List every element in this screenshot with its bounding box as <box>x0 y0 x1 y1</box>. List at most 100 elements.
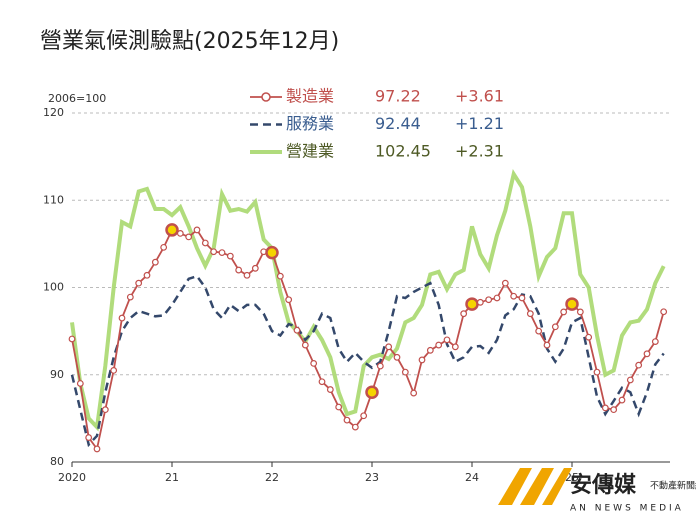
marker <box>618 396 626 404</box>
marker <box>476 298 484 306</box>
marker <box>426 346 434 354</box>
marker <box>560 308 568 316</box>
legend-value: 102.45 <box>375 142 431 161</box>
highlight-marker <box>365 385 379 399</box>
legend-change: +3.61 <box>455 87 504 106</box>
x-tick-label: 24 <box>465 471 479 484</box>
legend-change: +1.21 <box>455 114 504 133</box>
marker <box>626 376 634 384</box>
marker <box>68 335 76 343</box>
marker <box>526 310 534 318</box>
logo-brand: 安傳媒 <box>570 472 637 498</box>
marker <box>301 341 309 349</box>
marker <box>485 296 493 304</box>
y-tick-label: 90 <box>50 368 64 381</box>
marker <box>201 239 209 247</box>
logo-sub: 不動產新聞網 <box>650 480 696 492</box>
marker <box>176 230 184 237</box>
marker <box>335 403 343 411</box>
marker <box>435 341 443 349</box>
legend-label: 製造業 <box>286 87 334 106</box>
series-line <box>71 228 665 452</box>
marker <box>210 248 218 256</box>
y-tick-label: 80 <box>50 455 64 468</box>
x-tick-label: 22 <box>265 471 279 484</box>
marker <box>243 271 251 279</box>
marker <box>293 326 301 334</box>
x-tick-label: 2020 <box>58 471 86 484</box>
marker <box>160 243 168 251</box>
marker <box>151 258 159 266</box>
marker <box>460 310 468 318</box>
x-tick-label: 23 <box>365 471 379 484</box>
marker <box>343 416 351 424</box>
highlight-marker <box>165 223 179 237</box>
legend-value: 92.44 <box>375 114 421 133</box>
marker <box>185 233 193 241</box>
marker <box>310 360 318 367</box>
marker <box>135 279 143 287</box>
marker <box>543 341 551 349</box>
marker <box>585 333 593 341</box>
marker <box>101 406 109 414</box>
marker <box>93 445 101 453</box>
marker <box>610 406 618 414</box>
marker <box>326 386 334 393</box>
marker <box>643 350 651 358</box>
marker <box>501 279 509 287</box>
x-tick-label: 21 <box>165 471 179 484</box>
y-tick-label: 110 <box>43 193 64 206</box>
marker <box>593 368 601 376</box>
marker <box>651 338 659 345</box>
marker <box>218 249 226 257</box>
legend-change: +2.31 <box>455 142 504 161</box>
series-line <box>70 168 666 432</box>
marker <box>518 294 526 302</box>
marker <box>393 353 401 361</box>
marker <box>401 368 409 376</box>
marker <box>351 423 359 431</box>
logo-english: AN NEWS MEDIA <box>570 504 684 514</box>
marker <box>510 292 518 300</box>
highlight-marker <box>565 297 579 311</box>
marker <box>635 361 643 369</box>
marker <box>235 266 243 274</box>
marker <box>251 264 259 272</box>
y-tick-label: 100 <box>43 281 64 294</box>
marker <box>143 271 151 279</box>
marker <box>601 404 609 412</box>
marker <box>535 327 543 335</box>
legend-label: 服務業 <box>286 114 334 133</box>
marker <box>226 252 234 260</box>
marker <box>660 308 668 316</box>
series-line <box>70 274 665 448</box>
logo: 安傳媒 不動產新聞網 AN NEWS MEDIA <box>498 468 696 514</box>
marker <box>385 343 393 351</box>
marker <box>576 308 584 316</box>
y-axis-label: 2006=100 <box>48 92 106 105</box>
marker <box>551 323 559 331</box>
y-tick-label: 120 <box>43 106 64 119</box>
legend-marker <box>261 92 271 102</box>
marker <box>410 389 418 397</box>
marker <box>76 380 84 387</box>
marker <box>276 272 284 280</box>
marker <box>493 294 501 302</box>
legend-label: 營建業 <box>286 142 334 161</box>
highlight-marker <box>265 245 279 260</box>
marker <box>443 336 451 344</box>
logo-mark <box>498 468 572 505</box>
marker <box>193 226 201 234</box>
marker <box>110 366 118 374</box>
legend-value: 97.22 <box>375 87 421 106</box>
marker <box>418 356 426 364</box>
marker <box>360 412 368 420</box>
marker <box>118 314 126 322</box>
marker <box>451 343 459 351</box>
highlight-marker <box>465 297 479 311</box>
marker <box>85 434 93 441</box>
marker <box>318 378 326 386</box>
marker <box>376 362 384 370</box>
marker <box>126 293 134 301</box>
